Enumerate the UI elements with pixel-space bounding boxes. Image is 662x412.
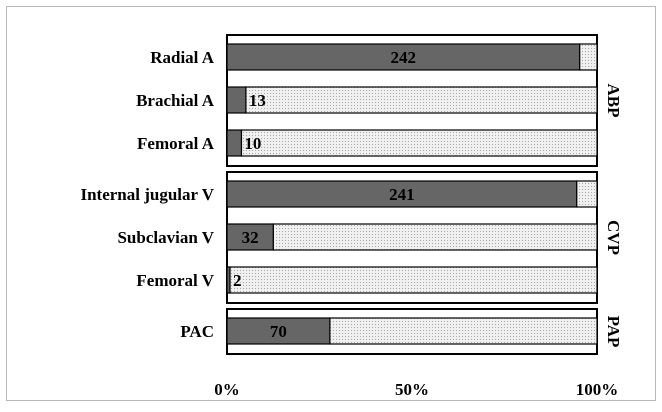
- category-label: Femoral V: [136, 271, 214, 290]
- bar-filled: [226, 180, 578, 208]
- x-axis: 0% 50% 100%: [214, 380, 618, 399]
- bar-value-label: 242: [391, 48, 417, 67]
- bar-filled: [226, 86, 247, 114]
- bar-value-label: 10: [244, 134, 261, 153]
- bar-remainder: [579, 43, 598, 71]
- category-label: Femoral A: [137, 134, 215, 153]
- x-tick-label: 0%: [214, 380, 240, 399]
- outer-border: [6, 6, 656, 401]
- bar-value-label: 13: [249, 91, 266, 110]
- bar-remainder: [576, 180, 598, 208]
- bar-value-label: 2: [233, 271, 242, 290]
- panel-cvp: 241 Internal jugular V 32 Subclavian V 2 Femo…: [80, 171, 623, 304]
- bar-remainder: [229, 266, 598, 294]
- category-label: PAC: [180, 322, 214, 341]
- category-label: Subclavian V: [117, 228, 214, 247]
- bar-value-label: 70: [270, 322, 287, 341]
- category-label: Radial A: [150, 48, 214, 67]
- category-label: Brachial A: [136, 91, 215, 110]
- bar-filled: [226, 129, 243, 157]
- group-label: CVP: [604, 220, 623, 255]
- bar-filled: [226, 317, 331, 345]
- x-tick-label: 100%: [576, 380, 619, 399]
- group-label: PAP: [604, 316, 623, 348]
- bar-value-label: 32: [242, 228, 259, 247]
- bar-groups: 242 Radial A 13 Brachial A 10 Femoral A ABP 241…: [80, 34, 623, 355]
- category-label: Internal jugular V: [80, 185, 214, 204]
- x-tick-label: 50%: [395, 380, 429, 399]
- panel-abp: 242 Radial A 13 Brachial A 10 Femoral A ABP: [136, 34, 623, 167]
- bar-filled: [226, 223, 274, 251]
- bar-filled: [226, 43, 581, 71]
- bar-remainder: [245, 86, 598, 114]
- bar-remainder: [329, 317, 598, 345]
- bar-remainder: [272, 223, 598, 251]
- bar-filled: [226, 266, 231, 294]
- panel-pap: 70 PAC PAP: [180, 308, 623, 355]
- group-label: ABP: [604, 84, 623, 118]
- bar-value-label: 241: [389, 185, 415, 204]
- bar-remainder: [240, 129, 598, 157]
